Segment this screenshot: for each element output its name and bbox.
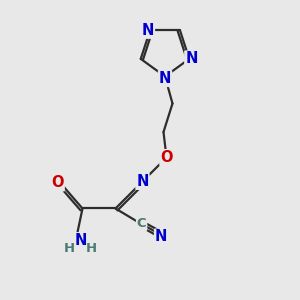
- Text: N: N: [159, 71, 171, 86]
- Text: H: H: [86, 242, 97, 255]
- Text: N: N: [185, 51, 197, 66]
- Text: N: N: [142, 23, 154, 38]
- Text: N: N: [136, 174, 149, 189]
- Text: N: N: [75, 233, 87, 248]
- Text: O: O: [51, 176, 64, 190]
- Text: H: H: [63, 242, 75, 255]
- Text: C: C: [137, 217, 146, 230]
- Text: N: N: [155, 230, 167, 244]
- Text: O: O: [160, 150, 173, 165]
